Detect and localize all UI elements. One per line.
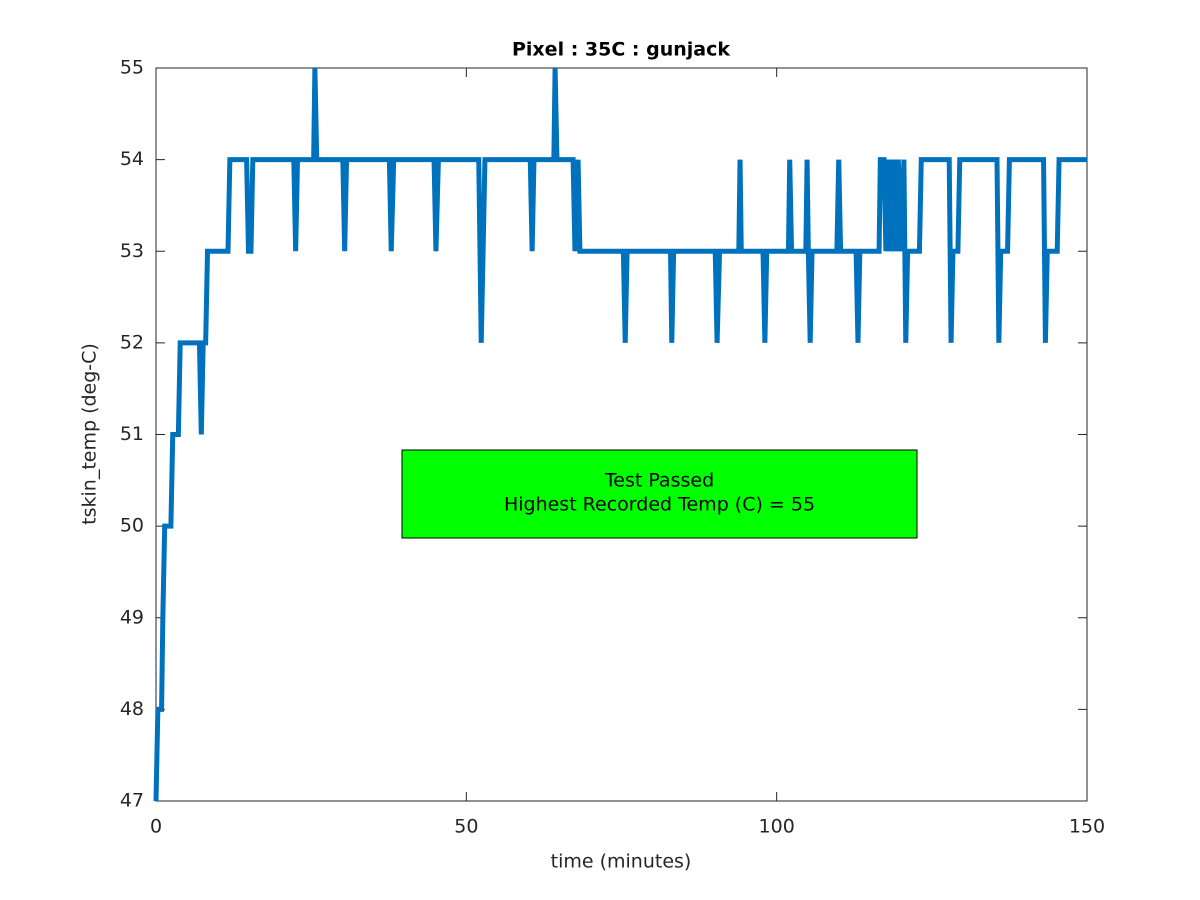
y-tick-label: 51 — [120, 423, 144, 445]
plot-area — [155, 67, 1088, 802]
x-axis-label: time (minutes) — [551, 851, 692, 873]
y-tick-label: 53 — [120, 240, 144, 262]
annotation-text: Highest Recorded Temp (C) = 55 — [504, 494, 815, 516]
x-tick-label: 100 — [759, 816, 795, 838]
x-tick-label: 50 — [454, 816, 478, 838]
y-tick-label: 49 — [120, 606, 144, 628]
x-tick-label: 150 — [1069, 816, 1105, 838]
y-axis-label: tskin_temp (deg-C) — [79, 343, 101, 525]
annotation-text: Test Passed — [604, 470, 714, 492]
y-tick-label: 54 — [120, 148, 144, 170]
chart-title: Pixel : 35C : gunjack — [512, 39, 730, 61]
annotation-box — [401, 449, 918, 539]
y-tick-label: 55 — [120, 57, 144, 79]
x-tick-label: 0 — [150, 816, 162, 838]
y-tick-label: 52 — [120, 331, 144, 353]
y-tick-label: 47 — [120, 790, 144, 812]
y-tick-label: 48 — [120, 698, 144, 720]
y-tick-label: 50 — [120, 515, 144, 537]
data-line — [153, 67, 1087, 802]
